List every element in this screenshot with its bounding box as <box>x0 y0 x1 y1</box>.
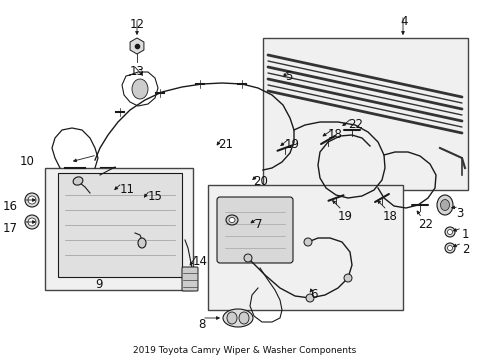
Ellipse shape <box>444 243 454 253</box>
Text: 22: 22 <box>417 218 432 231</box>
Text: 19: 19 <box>337 210 352 223</box>
Text: 15: 15 <box>148 190 163 203</box>
Bar <box>207 185 402 310</box>
Text: 2019 Toyota Camry Wiper & Washer Components: 2019 Toyota Camry Wiper & Washer Compone… <box>133 346 355 355</box>
Text: 8: 8 <box>198 318 205 331</box>
Text: 2: 2 <box>461 243 468 256</box>
Ellipse shape <box>28 218 36 226</box>
Text: 20: 20 <box>252 175 267 188</box>
Text: 10: 10 <box>20 155 35 168</box>
Text: 18: 18 <box>327 128 342 141</box>
Ellipse shape <box>343 274 351 282</box>
Ellipse shape <box>132 79 148 99</box>
Text: 19: 19 <box>285 138 299 151</box>
Ellipse shape <box>228 217 235 222</box>
Text: 22: 22 <box>347 118 362 131</box>
Ellipse shape <box>225 215 238 225</box>
Text: 6: 6 <box>309 288 317 301</box>
Text: 17: 17 <box>3 222 18 235</box>
Text: 13: 13 <box>130 65 144 78</box>
Ellipse shape <box>25 215 39 229</box>
Text: 5: 5 <box>285 70 292 83</box>
Ellipse shape <box>444 227 454 237</box>
Ellipse shape <box>447 230 451 234</box>
Ellipse shape <box>138 238 146 248</box>
Ellipse shape <box>28 196 36 204</box>
Ellipse shape <box>73 177 83 185</box>
Bar <box>45 168 193 290</box>
FancyBboxPatch shape <box>217 197 292 263</box>
Text: 21: 21 <box>218 138 232 151</box>
Ellipse shape <box>223 309 252 327</box>
FancyBboxPatch shape <box>182 267 198 291</box>
Text: 1: 1 <box>461 228 468 241</box>
Text: 11: 11 <box>120 183 135 196</box>
Ellipse shape <box>226 312 237 324</box>
Ellipse shape <box>25 193 39 207</box>
Text: 12: 12 <box>130 18 145 31</box>
Text: 16: 16 <box>3 200 18 213</box>
Ellipse shape <box>447 246 451 251</box>
Text: 14: 14 <box>193 255 207 268</box>
Bar <box>263 38 467 190</box>
Ellipse shape <box>440 199 448 211</box>
Text: 18: 18 <box>382 210 397 223</box>
Ellipse shape <box>436 195 452 215</box>
Ellipse shape <box>305 294 313 302</box>
Ellipse shape <box>304 238 311 246</box>
Ellipse shape <box>244 254 251 262</box>
Text: 4: 4 <box>399 15 407 28</box>
Text: 3: 3 <box>455 207 463 220</box>
Text: 7: 7 <box>254 218 262 231</box>
Text: 9: 9 <box>95 278 102 291</box>
FancyBboxPatch shape <box>58 173 182 277</box>
Ellipse shape <box>239 312 248 324</box>
